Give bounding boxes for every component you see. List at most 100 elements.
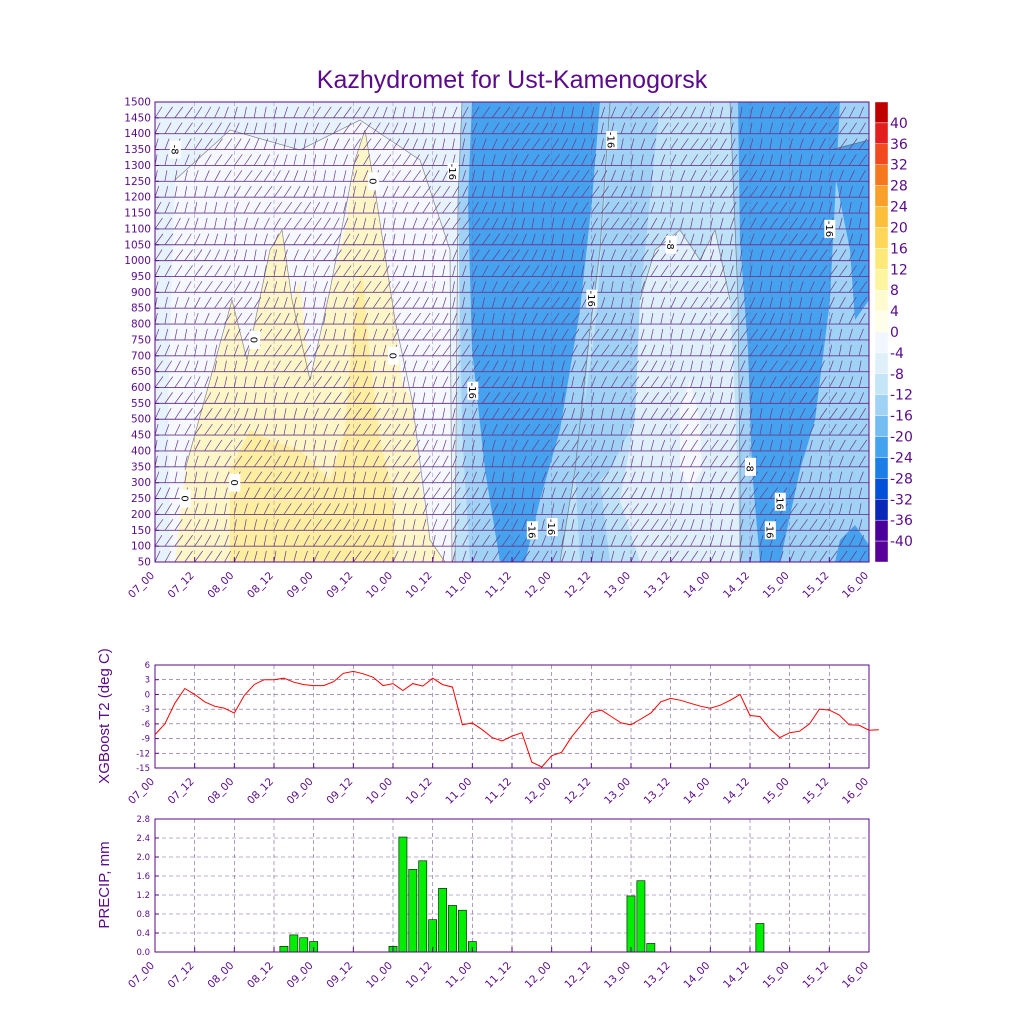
wind-barb-flag xyxy=(343,122,352,134)
contour-label-text: 0 xyxy=(178,495,189,501)
y-tick-label: 650 xyxy=(131,366,151,378)
wind-barb-flag xyxy=(521,471,525,483)
wind-barb-flag xyxy=(214,439,223,452)
wind-barb-flag xyxy=(234,122,240,134)
wind-barb-flag xyxy=(848,122,857,134)
wind-barb-flag xyxy=(481,138,487,150)
wind-barb-flag xyxy=(531,392,538,404)
wind-barb-flag xyxy=(362,487,366,499)
wind-barb-flag xyxy=(343,503,349,515)
wind-barb-flag xyxy=(809,328,813,341)
wind-barb-flag xyxy=(670,344,674,356)
temperature-fill xyxy=(155,102,869,562)
wind-barb-flag xyxy=(204,328,208,341)
wind-barb-flag xyxy=(243,138,251,150)
wind-barb-flag xyxy=(838,376,845,388)
contour-label-text: -16 xyxy=(466,383,477,399)
wind-barb-flag xyxy=(462,297,465,309)
wind-barb-flag xyxy=(690,281,699,293)
contour-label-text: 0 xyxy=(248,337,259,343)
x-tick-label: 09_00 xyxy=(285,960,316,991)
wind-barb-flag xyxy=(521,328,525,341)
wind-barb-flag xyxy=(372,106,379,119)
wind-barb-flag xyxy=(700,122,708,134)
wind-barb-flag xyxy=(630,487,638,499)
wind-barb-flag xyxy=(581,201,589,214)
wind-barb-flag xyxy=(749,392,753,404)
wind-barb-flag xyxy=(313,217,322,230)
wind-barb-flag xyxy=(670,408,679,420)
wind-barb-flag xyxy=(650,138,657,150)
wind-barb-flag xyxy=(273,487,283,499)
wind-barb-flag xyxy=(739,106,743,118)
wind-barb-flag xyxy=(313,344,321,356)
x-tick-label: 09_00 xyxy=(285,570,316,601)
colorbar-label: -32 xyxy=(890,492,913,508)
wind-barb-flag xyxy=(392,217,396,229)
wind-barb-flag xyxy=(838,455,844,467)
wind-barb-flag xyxy=(749,281,754,293)
wind-barb-flag xyxy=(729,217,735,230)
wind-barb-flag xyxy=(729,265,734,277)
wind-barb-flag xyxy=(591,233,596,245)
wind-barb-flag xyxy=(590,424,595,436)
wind-barb-flag xyxy=(155,122,161,134)
wind-barb-flag xyxy=(551,535,556,547)
wind-barb-flag xyxy=(174,102,176,103)
wind-barb-flag xyxy=(541,344,545,356)
wind-barb-flag xyxy=(829,392,838,404)
wind-barb-flag xyxy=(273,185,283,198)
wind-barb-flag xyxy=(531,471,536,483)
wind-barb-flag xyxy=(224,328,230,341)
wind-barb-flag xyxy=(719,138,727,150)
wind-barb-flag xyxy=(481,471,486,483)
wind-barb-flag xyxy=(749,185,759,198)
wind-barb-flag xyxy=(719,423,727,436)
y-tick-label: 1200 xyxy=(124,192,151,204)
wind-barb-flag xyxy=(511,217,516,230)
x-tick-label: 12_12 xyxy=(562,776,593,807)
wind-barb-flag xyxy=(660,186,664,198)
wind-barb-flag xyxy=(769,201,778,214)
wind-barb-flag xyxy=(164,519,174,531)
wind-barb-flag xyxy=(253,297,262,309)
contour-label: -16 xyxy=(545,518,558,537)
wind-barb-flag xyxy=(630,328,636,341)
wind-barb-flag xyxy=(551,328,558,341)
wind-barb-flag xyxy=(362,550,372,562)
wind-barb-flag xyxy=(630,376,640,388)
wind-barb-flag xyxy=(620,487,629,499)
x-tick-label: 07_00 xyxy=(126,570,157,601)
wind-barb-flag xyxy=(769,154,773,166)
wind-barb-flag xyxy=(581,138,586,150)
wind-barb-flag xyxy=(799,550,806,562)
wind-barb-flag xyxy=(660,154,666,166)
wind-barb-flag xyxy=(164,344,171,356)
wind-barb-flag xyxy=(799,328,804,341)
wind-barb-flag xyxy=(283,265,287,277)
wind-barb-flag xyxy=(164,217,172,230)
wind-barb-flag xyxy=(759,122,763,134)
wind-barb-flag xyxy=(313,534,321,547)
wind-barb-flag xyxy=(372,281,382,293)
wind-barb-flag xyxy=(700,217,703,229)
wind-barb-flag xyxy=(620,455,625,467)
wind-barb-flag xyxy=(283,233,290,245)
wind-barb-flag xyxy=(581,471,590,483)
wind-barb-flag xyxy=(352,487,356,499)
wind-barb-flag xyxy=(343,312,347,325)
x-tick-label: 10_00 xyxy=(364,960,395,991)
wind-barb-flag xyxy=(501,376,510,388)
top-x-axis: 07_00 07_12 08_00 08_12 09_00 09_12 10_00 10_12… xyxy=(126,557,871,601)
wind-barb-flag xyxy=(333,106,342,119)
wind-barb-flag xyxy=(531,233,536,245)
wind-barb-flag xyxy=(263,249,267,261)
wind-barb-flag xyxy=(789,534,797,547)
wind-barb-flag xyxy=(650,392,660,404)
wind-barb-flag xyxy=(759,201,769,214)
wind-barb-flag xyxy=(749,122,753,134)
wind-barb-flag xyxy=(769,102,771,103)
wind-barb-flag xyxy=(789,249,797,261)
wind-barb-flag xyxy=(313,408,319,420)
wind-barb-flag xyxy=(809,487,815,499)
